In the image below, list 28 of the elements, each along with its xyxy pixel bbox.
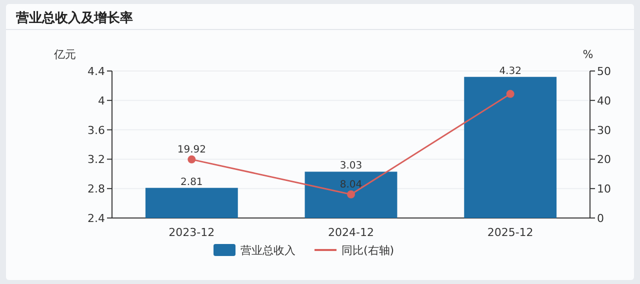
y-tick-label: 2.4 [88,212,105,225]
point [188,155,196,164]
data-label: 19.92 [177,144,206,156]
legend-label: 营业总收入 [240,244,296,257]
point [506,90,514,98]
point [347,190,355,198]
data-label: 3.03 [340,160,362,172]
y-tick-label: 2.8 [88,182,105,196]
x-tick-label: 2025-12 [487,226,534,239]
y-tick-label: 3.2 [88,153,105,166]
y2-axis-title: % [582,48,594,61]
x-tick-label: 2023-12 [168,226,215,239]
y2-tick-label: 10 [597,182,611,196]
y2-tick-label: 50 [597,65,611,78]
y-tick-label: 3.6 [88,124,105,137]
data-label: 8.04 [340,179,362,190]
legend-label: 同比(右轴) [342,244,394,257]
y-tick-label: 4 [98,94,105,108]
chart-title: 营业总收入及增长率 [15,10,133,26]
data-label: 2.81 [180,176,203,188]
y-tick-label: 4.4 [88,65,105,78]
data-label: 4.32 [499,66,522,77]
y2-tick-label: 0 [597,212,604,225]
y2-tick-label: 20 [597,153,611,166]
x-tick-label: 2024-12 [328,226,374,239]
y2-tick-label: 40 [597,94,611,108]
y-axis-title: 亿元 [53,48,76,61]
y2-tick-label: 30 [597,124,611,137]
